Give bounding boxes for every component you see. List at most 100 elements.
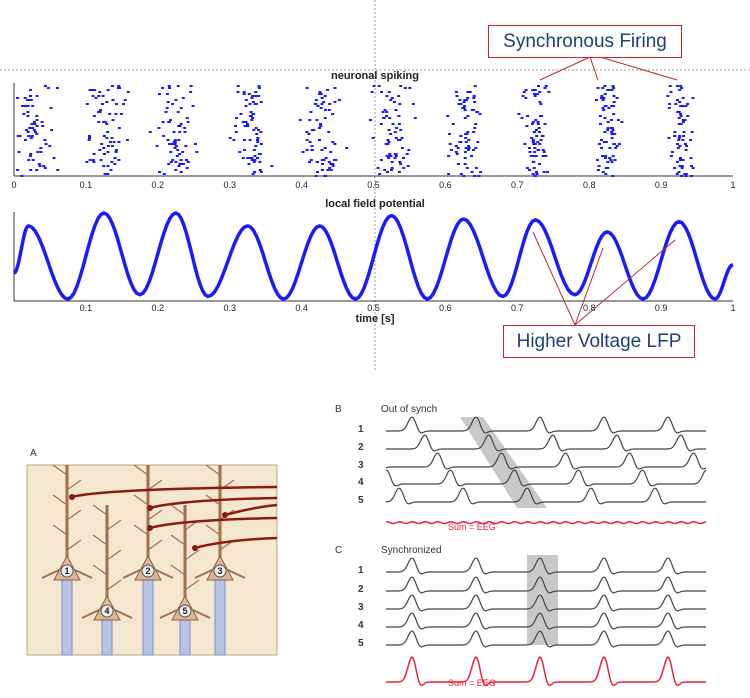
- spike-dot: [85, 103, 89, 105]
- spike-dot: [251, 95, 255, 97]
- spike-dot: [531, 161, 535, 163]
- spike-dot: [596, 159, 599, 161]
- spike-dot: [30, 123, 34, 125]
- spike-dot: [259, 101, 263, 103]
- spike-dot: [472, 149, 475, 151]
- spike-dot: [185, 167, 189, 169]
- afferent-axon: [71, 485, 278, 499]
- spike-dot: [679, 157, 682, 159]
- spike-dot: [98, 149, 102, 151]
- spike-dot: [538, 91, 542, 93]
- axon-column: [61, 579, 73, 656]
- spike-dot: [397, 123, 401, 125]
- spike-dot: [610, 105, 614, 107]
- trace-row-label: 3: [358, 460, 364, 471]
- spike-dot: [191, 105, 195, 107]
- spike-dot: [463, 99, 467, 101]
- spike-dot: [450, 149, 453, 151]
- basal-dendrite: [81, 609, 133, 619]
- basal-dendrite: [159, 609, 211, 619]
- spike-dot: [533, 151, 537, 153]
- trace-row-label: 1: [358, 565, 364, 576]
- axon-column: [101, 619, 113, 656]
- spike-dot: [109, 169, 113, 171]
- spike-dot: [610, 161, 614, 163]
- spike-dot: [466, 131, 470, 133]
- spike-dot: [29, 169, 33, 171]
- spike-dot: [680, 175, 684, 177]
- spike-dot: [251, 101, 255, 103]
- spike-dot: [403, 87, 407, 89]
- callout-arrows: [532, 56, 678, 326]
- spike-dot: [677, 137, 681, 139]
- spike-dot: [398, 139, 402, 141]
- spike-dot: [535, 173, 539, 175]
- raster-tick-label: 0.3: [223, 180, 236, 190]
- spike-dot: [39, 151, 43, 153]
- spike-dot: [18, 135, 22, 137]
- spike-dot: [602, 141, 606, 143]
- lfp-title: local field potential: [325, 198, 425, 210]
- spike-dot: [682, 135, 685, 137]
- spike-dot: [675, 99, 679, 101]
- spike-dot: [26, 115, 30, 117]
- spike-dot: [463, 157, 467, 159]
- spike-dot: [258, 153, 262, 155]
- spike-dot: [331, 163, 335, 165]
- spike-dot: [37, 163, 41, 165]
- spike-dot: [301, 151, 305, 153]
- spike-dot: [93, 89, 97, 91]
- spike-dot: [673, 131, 677, 133]
- dendrite-branch: [147, 509, 163, 521]
- spike-dot: [673, 167, 677, 169]
- neuron-trace: [385, 469, 707, 487]
- spike-dot: [684, 149, 688, 151]
- spike-dot: [115, 103, 118, 105]
- spike-dot: [602, 97, 606, 99]
- spike-dot: [599, 123, 602, 125]
- spike-dot: [326, 169, 330, 171]
- spike-dot: [318, 139, 321, 141]
- spike-dot: [173, 147, 177, 149]
- spike-dot: [389, 99, 393, 101]
- dendrite-branch: [66, 509, 82, 521]
- trace-row-label: 4: [358, 477, 364, 488]
- spike-dot: [162, 173, 166, 175]
- spike-dot: [25, 129, 29, 131]
- spike-dot: [114, 151, 118, 153]
- spike-dot: [85, 161, 89, 163]
- spike-dot: [165, 93, 169, 95]
- spike-dot: [158, 171, 162, 173]
- spike-dot: [456, 163, 460, 165]
- spike-dot: [168, 143, 171, 145]
- spike-dot: [682, 119, 686, 121]
- spike-dot: [604, 157, 607, 159]
- spike-dot: [474, 123, 478, 125]
- spike-dot: [327, 131, 331, 133]
- spike-dot: [461, 107, 465, 109]
- panel-c-sum-label: Sum = EEG: [448, 678, 496, 688]
- spike-dot: [243, 125, 247, 127]
- spike-dot: [411, 103, 415, 105]
- spike-dot: [331, 113, 335, 115]
- trace-row-label: 2: [358, 584, 364, 595]
- spike-dot: [680, 165, 684, 167]
- spike-dot: [538, 163, 541, 165]
- spike-dot: [315, 119, 319, 121]
- spike-dot: [537, 149, 541, 151]
- lfp-tick-label: 0.5: [367, 303, 380, 313]
- synchronized-traces: 1 2 3 4 5: [358, 557, 706, 687]
- spike-dot: [606, 161, 610, 163]
- spike-dot: [459, 135, 463, 137]
- spike-dot: [29, 137, 33, 139]
- spike-dot: [610, 133, 614, 135]
- spike-dot: [448, 143, 452, 145]
- panel-c-label: C: [335, 545, 342, 556]
- spike-dot: [473, 101, 477, 103]
- spike-dot: [319, 93, 323, 95]
- spike-dot: [604, 155, 608, 157]
- spike-dot: [684, 173, 688, 175]
- spike-dot: [242, 91, 246, 93]
- neuron-number-badge: [178, 604, 192, 618]
- spike-dot: [317, 93, 321, 95]
